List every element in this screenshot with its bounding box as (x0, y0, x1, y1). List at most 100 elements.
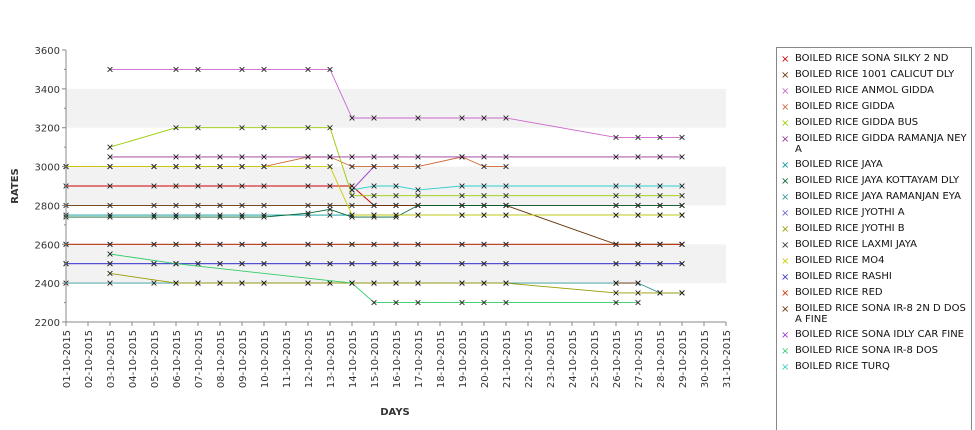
legend-item: × BOILED RICE JAYA RAMANJAN EYA (777, 191, 971, 203)
data-point (679, 212, 685, 218)
legend-item: × BOILED RICE GIDDA RAMANJA NEYA (777, 133, 971, 155)
x-axis-title: DAYS (380, 407, 410, 418)
data-point (107, 154, 113, 160)
data-point (481, 202, 487, 209)
data-point (481, 192, 487, 199)
data-point (173, 183, 179, 189)
x-tick-label: 11-10-2015 (282, 330, 293, 388)
data-point (107, 270, 113, 277)
data-point (657, 192, 663, 199)
data-point (635, 290, 641, 296)
data-point (305, 183, 311, 189)
data-point (459, 192, 465, 199)
data-point (151, 214, 157, 220)
legend-marker-icon: × (781, 330, 790, 341)
legend-item: × BOILED RICE MO4 (777, 255, 971, 267)
legend-label: BOILED RICE JAYA (795, 159, 883, 170)
legend-marker-icon: × (781, 346, 790, 357)
legend-item: × BOILED RICE LAXMI JAYA (777, 239, 971, 251)
data-point (415, 115, 421, 121)
data-point (415, 299, 421, 306)
legend-item: × BOILED RICE GIDDA (777, 101, 971, 113)
legend-item: × BOILED RICE JYOTHI B (777, 223, 971, 235)
data-point (261, 260, 267, 267)
legend-item: × BOILED RICE JAYA KOTTAYAM DLY (777, 175, 971, 187)
x-tick-label: 08-10-2015 (216, 330, 227, 388)
data-point (481, 183, 487, 189)
data-point (459, 115, 465, 121)
legend-label: BOILED RICE SONA IR-8 2N D DOSA FINE (795, 303, 966, 325)
data-point (349, 241, 355, 248)
data-point (393, 212, 399, 218)
data-point (503, 163, 509, 170)
data-point (481, 212, 487, 218)
data-point (503, 154, 509, 160)
data-point (415, 202, 421, 209)
x-tick-label: 27-10-2015 (634, 330, 645, 388)
legend-item: × BOILED RICE RED (777, 287, 971, 299)
x-tick-label: 12-10-2015 (304, 330, 315, 388)
data-point (657, 212, 663, 218)
data-point (635, 212, 641, 218)
data-point (679, 183, 685, 189)
legend-marker-icon: × (781, 160, 790, 171)
data-point (371, 202, 377, 209)
series-15 (613, 280, 641, 286)
legend-label: BOILED RICE SONA IDLY CAR FINE (795, 329, 964, 340)
data-point (107, 202, 113, 209)
y-tick-label: 2200 (35, 318, 60, 329)
data-point (217, 154, 223, 160)
data-point (613, 280, 619, 286)
data-point (151, 280, 157, 286)
legend-label: BOILED RICE RED (795, 287, 883, 298)
data-point (481, 280, 487, 286)
data-point (107, 241, 113, 248)
data-point (217, 183, 223, 189)
x-tick-label: 09-10-2015 (238, 330, 249, 388)
data-point (305, 280, 311, 286)
legend-item: × BOILED RICE SONA SILKY 2 ND (777, 53, 971, 65)
data-point (679, 241, 685, 248)
data-point (657, 241, 663, 248)
data-point (151, 241, 157, 248)
data-point (635, 299, 641, 306)
data-point (195, 154, 201, 160)
x-tick-label: 16-10-2015 (392, 330, 403, 388)
data-point (481, 115, 487, 121)
data-point (371, 280, 377, 286)
x-tick-label: 05-10-2015 (150, 330, 161, 388)
x-tick-label: 17-10-2015 (414, 330, 425, 388)
data-point (613, 154, 619, 160)
data-point (327, 183, 333, 189)
data-point (173, 163, 179, 170)
data-point (481, 299, 487, 306)
data-point (393, 154, 399, 160)
legend-item: × BOILED RICE RASHI (777, 271, 971, 283)
data-point (503, 299, 509, 306)
data-point (349, 280, 355, 286)
series-line (66, 156, 506, 168)
data-point (393, 280, 399, 286)
legend-label: BOILED RICE 1001 CALICUT DLY (795, 69, 955, 80)
data-point (371, 260, 377, 267)
data-point (261, 280, 267, 286)
data-point (217, 214, 223, 220)
x-tick-label: 19-10-2015 (458, 330, 469, 388)
data-point (195, 66, 201, 73)
data-point (371, 115, 377, 121)
series-17 (107, 251, 641, 306)
legend-marker-icon: × (781, 208, 790, 219)
data-point (393, 299, 399, 306)
data-point (107, 260, 113, 267)
data-point (173, 260, 179, 267)
data-point (239, 154, 245, 160)
y-tick-label: 2600 (35, 240, 60, 251)
series-line (109, 127, 682, 197)
data-point (217, 241, 223, 248)
data-point (481, 154, 487, 160)
data-point (107, 144, 113, 150)
legend-marker-icon: × (781, 240, 790, 251)
data-point (173, 241, 179, 248)
data-point (679, 202, 685, 209)
legend-item: × BOILED RICE 1001 CALICUT DLY (777, 69, 971, 81)
